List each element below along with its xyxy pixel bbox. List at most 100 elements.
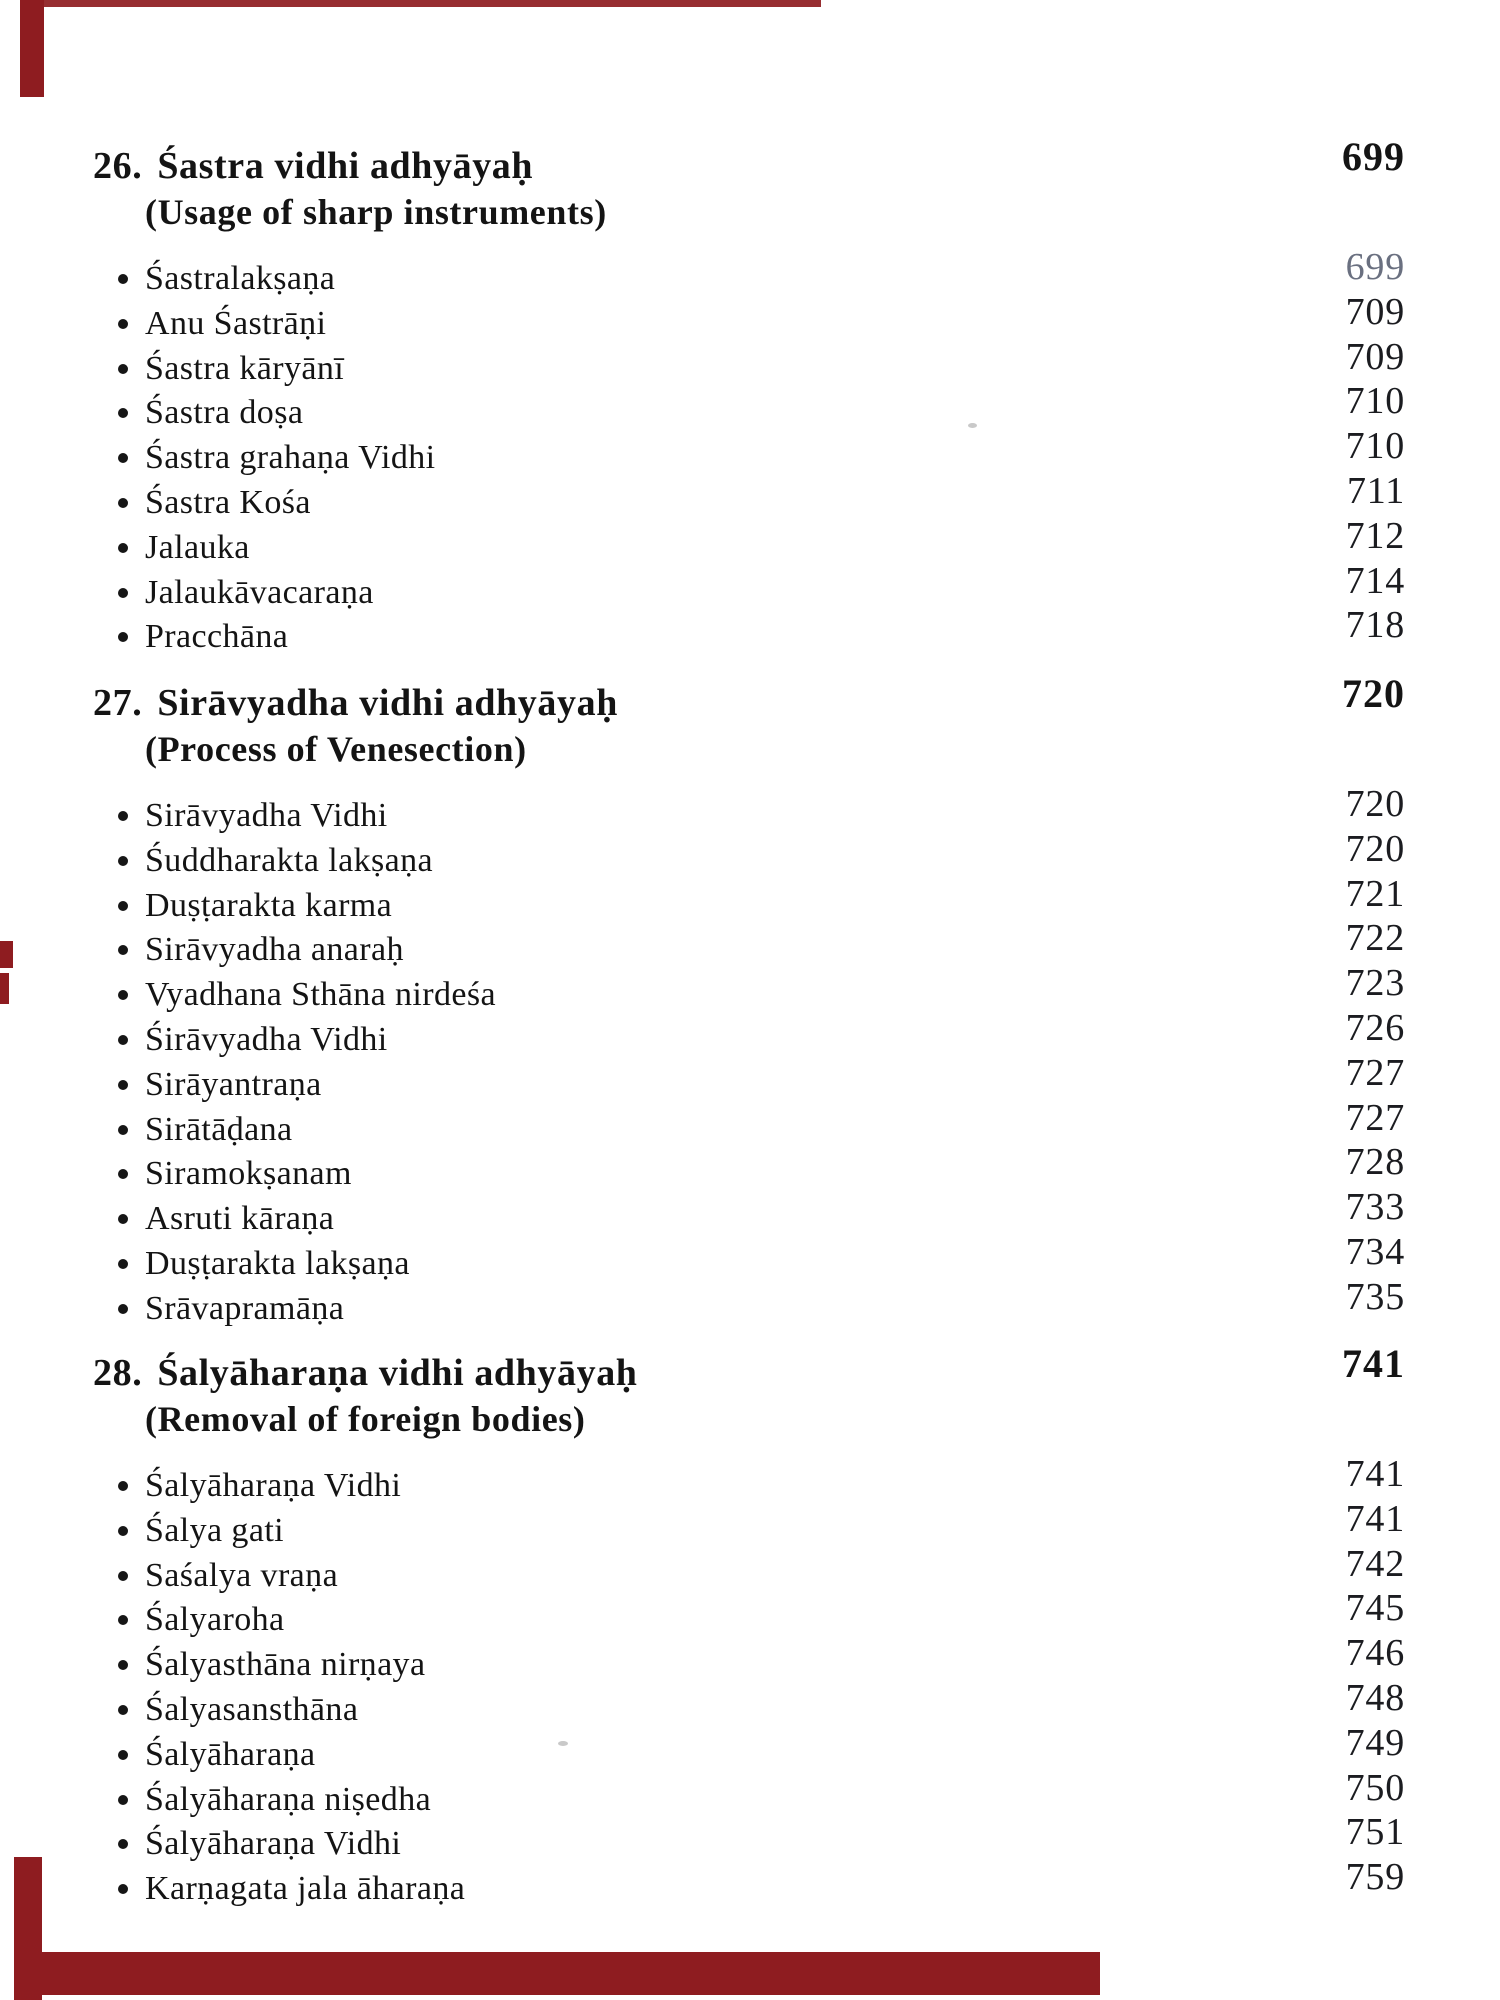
toc-entry-label: Jalaukāvacaraṇa xyxy=(145,573,374,611)
page-number: 759 xyxy=(1345,1856,1405,1899)
bullet-icon xyxy=(118,1884,128,1895)
page-number: 742 xyxy=(1345,1542,1405,1585)
chapter-title: Sirāvyadha vidhi adhyāyaḥ xyxy=(157,682,618,724)
page-number: 714 xyxy=(1345,559,1405,602)
toc-entry-label: Śalyāharaṇa niṣedha xyxy=(145,1780,432,1818)
toc-entry-label: Saśalya vraṇa xyxy=(145,1556,339,1594)
toc-entry-label: Sirāvyadha anaraḥ xyxy=(145,931,404,969)
page-number: 750 xyxy=(1345,1766,1405,1809)
chapter-27-section: 27. Sirāvyadha vidhi adhyāyaḥ 720 (Proces… xyxy=(93,671,1405,1332)
chapter-28-section: 28. Śalyāharaṇa vidhi adhyāyaḥ 741 (Remov… xyxy=(93,1341,1405,1912)
bullet-icon xyxy=(118,1794,128,1805)
bullet-icon xyxy=(118,1303,128,1314)
toc-entry-label: Śalyaroha xyxy=(145,1601,285,1639)
toc-entry-label: Śirāvyadha Vidhi xyxy=(145,1020,388,1058)
page-number: 727 xyxy=(1345,1051,1405,1094)
chapter-28-subtitle: (Removal of foreign bodies) xyxy=(145,1399,586,1439)
toc-entry-label: Sirāvyadha Vidhi xyxy=(145,797,388,834)
toc-entry-label: Śalyasthāna nirṇaya xyxy=(145,1646,426,1684)
page-number: 718 xyxy=(1345,604,1405,647)
chapter-number: 28. xyxy=(93,1352,143,1394)
toc-entry-label: Karṇagata jala āharaṇa xyxy=(145,1870,466,1908)
chapter-27-items: Sirāvyadha Vidhi 720 Śuddharakta lakṣaṇa 7… xyxy=(93,783,1405,1332)
bullet-icon xyxy=(118,1660,128,1671)
bullet-icon xyxy=(118,1525,128,1536)
toc-entry-label: Siramokṣanam xyxy=(145,1155,352,1193)
bullet-icon xyxy=(118,1839,128,1850)
toc-entry-label: Sirāyantraṇa xyxy=(145,1065,322,1103)
toc-row: Jalauka 712 xyxy=(93,515,1405,571)
chapter-27-heading: 27. Sirāvyadha vidhi adhyāyaḥ xyxy=(93,680,618,727)
page-number: 741 xyxy=(1345,1497,1405,1540)
page-number: 741 xyxy=(1345,1453,1405,1495)
bullet-icon xyxy=(118,1704,128,1715)
bullet-icon xyxy=(118,274,128,284)
toc-row: Śalya gati 741 xyxy=(93,1498,1405,1554)
bullet-icon xyxy=(118,1034,128,1045)
page-number: 734 xyxy=(1345,1230,1405,1273)
chapter-28-heading: 28. Śalyāharaṇa vidhi adhyāyaḥ xyxy=(93,1350,638,1397)
toc-row: Jalaukāvacaraṇa 714 xyxy=(93,560,1405,616)
scan-artifact-left-mark-2 xyxy=(0,973,9,1004)
bullet-icon xyxy=(118,1214,128,1225)
toc-entry-label: Anu Śastrāṇi xyxy=(145,304,327,342)
toc-entry-label: Śastralakṣaṇa xyxy=(145,260,336,297)
toc-entry-label: Śalyāharaṇa Vidhi xyxy=(145,1467,402,1504)
chapter-26-section: 26. Śastra vidhi adhyāyaḥ 699 (Usage of s… xyxy=(93,134,1405,660)
toc-row: Sirāvyadha anaraḥ 722 xyxy=(93,917,1405,973)
page-number: 733 xyxy=(1345,1186,1405,1229)
page-number: 726 xyxy=(1345,1006,1405,1049)
toc-row: Śastra Kośa 711 xyxy=(93,470,1405,526)
toc-row: Anu Śastrāṇi 709 xyxy=(93,291,1405,347)
page-number: 722 xyxy=(1345,917,1405,960)
toc-entry-label: Śalyāharaṇa xyxy=(145,1735,316,1773)
toc-row: Pracchāna 718 xyxy=(93,604,1405,660)
bullet-icon xyxy=(118,497,128,508)
page-number: 746 xyxy=(1345,1632,1405,1675)
toc-entry-label: Śalyasansthāna xyxy=(145,1690,359,1728)
bullet-icon xyxy=(118,1079,128,1090)
bullet-icon xyxy=(118,1481,128,1491)
toc-row: Vyadhana Sthāna nirdeśa 723 xyxy=(93,962,1405,1018)
page-number: 745 xyxy=(1345,1587,1405,1630)
page-number: 709 xyxy=(1345,290,1405,333)
bullet-icon xyxy=(118,408,128,419)
scan-speck xyxy=(968,423,977,428)
toc-entry-label: Śalya gati xyxy=(145,1511,285,1549)
chapter-26-subtitle: (Usage of sharp instruments) xyxy=(145,192,607,232)
toc-entry-label: Śuddharakta lakṣaṇa xyxy=(145,841,434,879)
page-number: 699 xyxy=(1345,246,1405,288)
bullet-icon xyxy=(118,587,128,598)
toc-row: Śalyāharaṇa niṣedha 750 xyxy=(93,1767,1405,1823)
chapter-27-subtitle: (Process of Venesection) xyxy=(145,729,527,769)
page-number: 709 xyxy=(1345,335,1405,378)
toc-entry-label: Sirātāḍana xyxy=(145,1110,293,1148)
toc-row: Śalyāharaṇa Vidhi 751 xyxy=(93,1811,1405,1867)
bullet-icon xyxy=(118,945,128,956)
toc-row: Śalyāharaṇa Vidhi 741 xyxy=(93,1453,1405,1509)
page-number: 751 xyxy=(1345,1811,1405,1854)
bullet-icon xyxy=(118,900,128,911)
bullet-icon xyxy=(118,363,128,374)
toc-row: Śalyasansthāna 748 xyxy=(93,1677,1405,1733)
page-number: 727 xyxy=(1345,1096,1405,1139)
chapter-28-items: Śalyāharaṇa Vidhi 741 Śalya gati 741 Saśal… xyxy=(93,1453,1405,1912)
toc-entry-label: Śastra kāryānī xyxy=(145,349,345,387)
toc-entry-label: Śastra Kośa xyxy=(145,483,311,521)
chapter-26-items: Śastralakṣaṇa 699 Anu Śastrāṇi 709 Śastra … xyxy=(93,246,1405,660)
page-number: 710 xyxy=(1345,425,1405,468)
toc-row: Śuddharakta lakṣaṇa 720 xyxy=(93,828,1405,884)
chapter-page-number: 741 xyxy=(1342,1341,1405,1386)
page-number: 720 xyxy=(1345,783,1405,825)
page-number: 710 xyxy=(1345,380,1405,423)
toc-row: Śirāvyadha Vidhi 726 xyxy=(93,1007,1405,1063)
toc-row: Asruti kāraṇa 733 xyxy=(93,1186,1405,1242)
scan-artifact-left-mark-1 xyxy=(0,941,13,968)
toc-entry-label: Vyadhana Sthāna nirdeśa xyxy=(145,976,496,1014)
page-number: 711 xyxy=(1347,469,1405,512)
bullet-icon xyxy=(118,1258,128,1269)
bullet-icon xyxy=(118,318,128,329)
toc-entry-label: Duṣṭarakta karma xyxy=(145,886,393,924)
bullet-icon xyxy=(118,453,128,464)
